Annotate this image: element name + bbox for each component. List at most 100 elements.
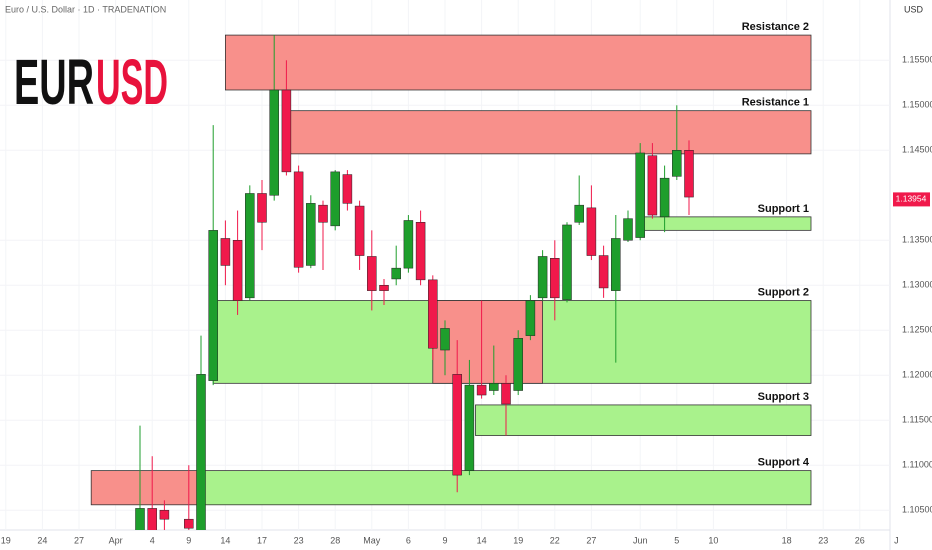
x-tick-label: 19 bbox=[1, 535, 11, 545]
candle-body bbox=[306, 203, 316, 266]
candle-body bbox=[428, 279, 438, 349]
candle-body bbox=[574, 204, 584, 223]
currency: USD bbox=[904, 4, 924, 14]
x-tick-label: 22 bbox=[550, 535, 560, 545]
candle-body bbox=[196, 374, 206, 530]
zone-label: Resistance 2 bbox=[742, 21, 809, 33]
candle-body bbox=[415, 222, 426, 281]
candle-body bbox=[318, 204, 328, 223]
candle-body bbox=[647, 155, 658, 216]
zone-label: Support 2 bbox=[758, 286, 809, 298]
candle-body bbox=[623, 218, 633, 241]
candle-body bbox=[464, 384, 475, 471]
x-tick-label: Jun bbox=[633, 535, 648, 545]
candle-body bbox=[330, 171, 340, 227]
x-tick-label: J bbox=[894, 535, 899, 545]
candle-body bbox=[245, 193, 255, 299]
x-tick-label: 24 bbox=[37, 535, 47, 545]
y-tick-label: 1.12000 bbox=[902, 370, 932, 380]
last-price-tag bbox=[893, 192, 930, 207]
candle-body bbox=[586, 207, 597, 256]
candle-body bbox=[489, 383, 499, 391]
logo-quote: USD bbox=[96, 46, 168, 118]
x-tick-label: 23 bbox=[818, 535, 828, 545]
x-tick-label: 27 bbox=[74, 535, 84, 545]
candle-body bbox=[208, 230, 218, 381]
candle-body bbox=[525, 300, 536, 336]
y-tick-label: 1.11000 bbox=[902, 460, 932, 470]
x-tick-label: 9 bbox=[186, 535, 191, 545]
candle-body bbox=[452, 374, 462, 476]
x-tick-label: 18 bbox=[782, 535, 792, 545]
candle-body bbox=[513, 338, 523, 391]
candle-body bbox=[293, 171, 304, 268]
x-tick-label: 14 bbox=[477, 535, 487, 545]
x-tick-label: 28 bbox=[330, 535, 340, 545]
candle-body bbox=[403, 220, 414, 269]
x-tick-label: 19 bbox=[513, 535, 523, 545]
candle-body bbox=[550, 258, 560, 299]
candle-body bbox=[257, 193, 267, 223]
x-tick-label: 5 bbox=[674, 535, 679, 545]
x-tick-label: 27 bbox=[586, 535, 596, 545]
candle-body bbox=[501, 383, 511, 405]
y-tick-label: 1.14500 bbox=[902, 145, 932, 155]
zone-label: Support 4 bbox=[758, 457, 810, 469]
candle-body bbox=[598, 255, 609, 289]
x-tick-label: 17 bbox=[257, 535, 267, 545]
candle-body bbox=[367, 256, 377, 291]
candle-body bbox=[354, 205, 365, 256]
x-tick-label: May bbox=[363, 535, 381, 545]
candle-body bbox=[269, 89, 279, 196]
last-price-label: 1.13954 bbox=[896, 194, 927, 204]
y-tick-label: 1.13500 bbox=[902, 235, 932, 245]
zone bbox=[475, 404, 812, 436]
zone-label: Resistance 1 bbox=[742, 97, 809, 109]
zone bbox=[90, 470, 198, 506]
y-tick-label: 1.15500 bbox=[902, 55, 932, 65]
x-tick-label: 10 bbox=[708, 535, 718, 545]
y-tick-label: 1.10500 bbox=[902, 505, 932, 515]
x-tick-label: 9 bbox=[442, 535, 447, 545]
zone-label: Support 3 bbox=[758, 391, 809, 403]
candle-body bbox=[135, 508, 145, 530]
candle-body bbox=[562, 224, 572, 300]
y-tick-label: 1.11500 bbox=[902, 415, 932, 425]
candle-body bbox=[342, 174, 353, 204]
x-tick-label: 23 bbox=[294, 535, 304, 545]
candle-body bbox=[220, 238, 231, 266]
y-tick-label: 1.15000 bbox=[902, 100, 932, 110]
candle-body bbox=[611, 238, 621, 291]
plot-area bbox=[0, 0, 890, 530]
candle-body bbox=[476, 384, 487, 396]
x-tick-label: 14 bbox=[220, 535, 230, 545]
y-tick-label: 1.13000 bbox=[902, 280, 932, 290]
candle-body bbox=[379, 284, 389, 291]
candle-body bbox=[232, 240, 243, 301]
candle-body bbox=[440, 328, 450, 351]
zone bbox=[224, 34, 812, 91]
header: Euro / U.S. Dollar · 1D · TRADENATION bbox=[5, 4, 166, 14]
x-tick-label: 6 bbox=[406, 535, 411, 545]
candle-body bbox=[537, 256, 548, 299]
zone bbox=[285, 110, 812, 155]
candle-body bbox=[659, 177, 670, 218]
y-tick-label: 1.12500 bbox=[902, 325, 932, 335]
x-tick-label: 4 bbox=[150, 535, 155, 545]
candle-body bbox=[147, 508, 157, 530]
zone-label: Support 1 bbox=[758, 203, 809, 215]
candle-body bbox=[159, 509, 170, 520]
logo-base: EUR bbox=[14, 46, 94, 118]
zone bbox=[432, 300, 543, 384]
candle-body bbox=[684, 150, 694, 198]
candle-body bbox=[184, 518, 194, 529]
candle-body bbox=[391, 267, 401, 280]
candle-body bbox=[281, 89, 292, 173]
x-tick-label: Apr bbox=[109, 535, 123, 545]
candle-body bbox=[635, 152, 645, 238]
zone bbox=[196, 470, 812, 506]
x-tick-label: 26 bbox=[855, 535, 865, 545]
zone bbox=[639, 216, 812, 231]
candle-body bbox=[672, 150, 682, 177]
